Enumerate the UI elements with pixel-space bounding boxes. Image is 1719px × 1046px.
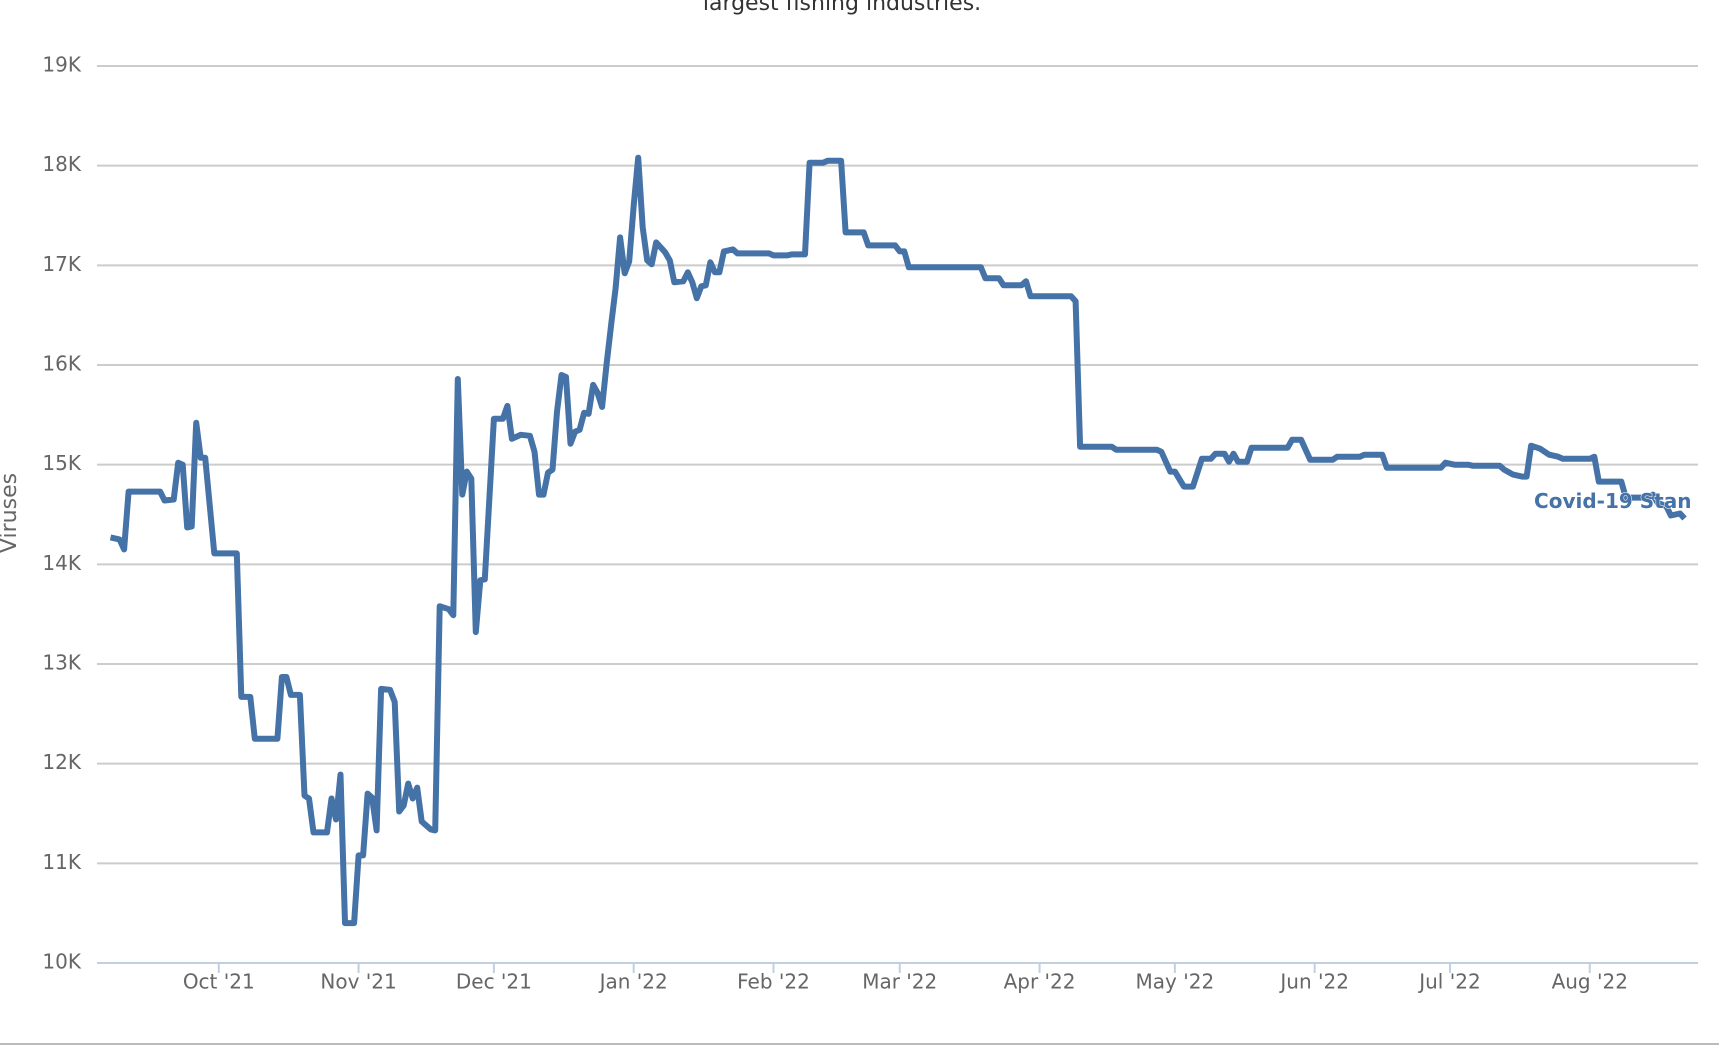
x-tick-label: May '22 bbox=[1136, 970, 1215, 994]
x-tick-label: Apr '22 bbox=[1004, 970, 1076, 994]
x-tick-label: Feb '22 bbox=[737, 970, 810, 994]
y-tick-label: 12K bbox=[42, 750, 81, 774]
series-label: Covid-19 Stan bbox=[1534, 489, 1691, 513]
y-tick-label: 16K bbox=[42, 352, 81, 376]
series-line bbox=[109, 154, 1687, 927]
x-tick-label: Jul '22 bbox=[1417, 970, 1480, 994]
y-tick-label: 17K bbox=[42, 252, 81, 276]
x-tick-label: Oct '21 bbox=[183, 970, 255, 994]
y-tick-label: 19K bbox=[42, 53, 81, 77]
y-tick-label: 14K bbox=[42, 551, 81, 575]
x-tick-label: Dec '21 bbox=[456, 970, 532, 994]
y-tick-label: 18K bbox=[42, 152, 81, 176]
y-tick-label: 13K bbox=[42, 651, 81, 675]
x-tick-label: Aug '22 bbox=[1552, 970, 1628, 994]
y-axis-label: Viruses bbox=[0, 473, 22, 553]
x-tick-label: Nov '21 bbox=[320, 970, 396, 994]
y-tick-label: 15K bbox=[42, 451, 81, 475]
y-tick-label: 10K bbox=[42, 950, 81, 974]
x-tick-label: Jun '22 bbox=[1278, 970, 1349, 994]
chart-title: largest fishing industries. bbox=[703, 0, 981, 16]
y-tick-label: 11K bbox=[42, 850, 81, 874]
x-tick-label: Mar '22 bbox=[862, 970, 937, 994]
x-tick-label: Jan '22 bbox=[598, 970, 668, 994]
